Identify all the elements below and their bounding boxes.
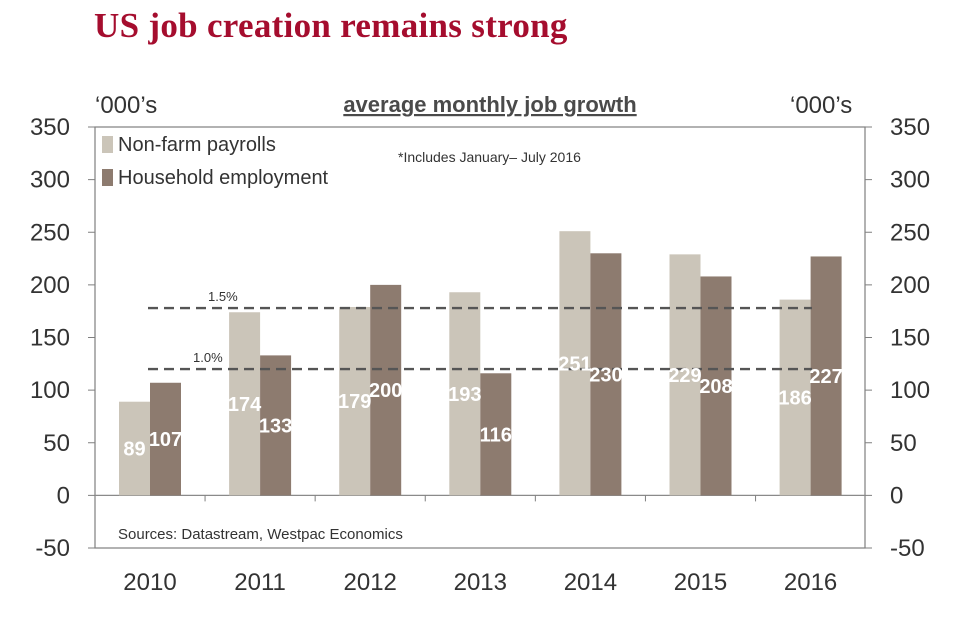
data-label-household-employment: 200	[369, 380, 402, 402]
y-tick-label-left: 350	[30, 114, 70, 141]
left-axis-unit-label: ‘000’s	[95, 92, 157, 119]
y-tick-label-left: 300	[30, 167, 70, 194]
data-label-nonfarm-payrolls: 251	[558, 353, 591, 375]
data-label-nonfarm-payrolls: 229	[668, 365, 701, 387]
bar-household-employment	[260, 355, 292, 496]
bar-household-employment	[590, 253, 622, 496]
legend-label-nonfarm-payrolls: Non-farm payrolls	[118, 134, 276, 156]
legend-swatch-household-employment	[102, 169, 113, 186]
bar-household-employment	[480, 373, 512, 496]
footnote-includes: *Includes January– July 2016	[398, 149, 581, 165]
bar-nonfarm-payrolls	[779, 299, 811, 496]
bar-nonfarm-payrolls	[449, 292, 481, 496]
y-tick-label-right: 200	[890, 272, 930, 299]
reference-line-label: 1.0%	[193, 350, 223, 365]
bar-nonfarm-payrolls	[229, 312, 261, 496]
data-label-nonfarm-payrolls: 179	[338, 391, 371, 413]
y-tick-label-left: 200	[30, 272, 70, 299]
legend-swatch-nonfarm-payrolls	[102, 136, 113, 153]
chart-subtitle: average monthly job growth	[343, 92, 636, 117]
x-category-label: 2013	[454, 569, 507, 596]
bar-household-employment	[370, 284, 402, 496]
data-label-household-employment: 133	[259, 415, 292, 437]
y-tick-label-left: -50	[35, 535, 70, 562]
y-tick-label-right: 300	[890, 167, 930, 194]
y-tick-label-right: 0	[890, 482, 903, 509]
bar-household-employment	[700, 276, 732, 496]
page-title: US job creation remains strong	[94, 6, 568, 45]
data-label-household-employment: 208	[699, 376, 732, 398]
y-tick-label-right: 150	[890, 325, 930, 352]
x-category-label: 2015	[674, 569, 727, 596]
data-label-household-employment: 116	[480, 424, 512, 446]
right-axis-unit-label: ‘000’s	[790, 92, 852, 119]
y-tick-label-left: 250	[30, 219, 70, 246]
y-tick-label-right: 250	[890, 219, 930, 246]
y-tick-label-right: 50	[890, 430, 917, 457]
data-label-nonfarm-payrolls: 174	[228, 394, 262, 416]
y-tick-label-right: -50	[890, 535, 925, 562]
bar-household-employment	[150, 382, 181, 496]
x-category-label: 2016	[784, 569, 837, 596]
data-label-nonfarm-payrolls: 186	[778, 387, 811, 409]
data-label-household-employment: 227	[809, 366, 842, 388]
y-tick-label-left: 100	[30, 377, 70, 404]
y-tick-label-left: 0	[57, 482, 70, 509]
y-tick-label-left: 150	[30, 325, 70, 352]
y-tick-label-right: 350	[890, 114, 930, 141]
y-tick-label-right: 100	[890, 377, 930, 404]
bar-nonfarm-payrolls	[339, 306, 371, 496]
data-label-nonfarm-payrolls: 193	[448, 384, 481, 406]
y-tick-label-left: 50	[43, 430, 70, 457]
data-label-nonfarm-payrolls: 89	[123, 439, 145, 461]
data-label-household-employment: 107	[149, 429, 182, 451]
x-category-label: 2014	[564, 569, 617, 596]
source-note: Sources: Datastream, Westpac Economics	[118, 526, 403, 543]
x-category-label: 2011	[234, 569, 286, 596]
legend-label-household-employment: Household employment	[118, 167, 329, 189]
bar-nonfarm-payrolls	[559, 231, 591, 496]
x-category-label: 2012	[344, 569, 397, 596]
x-category-label: 2010	[123, 569, 176, 596]
reference-line-label: 1.5%	[208, 289, 238, 304]
data-label-household-employment: 230	[589, 364, 622, 386]
bar-household-employment	[810, 256, 842, 496]
bar-nonfarm-payrolls	[119, 401, 150, 496]
bar-nonfarm-payrolls	[669, 254, 701, 496]
